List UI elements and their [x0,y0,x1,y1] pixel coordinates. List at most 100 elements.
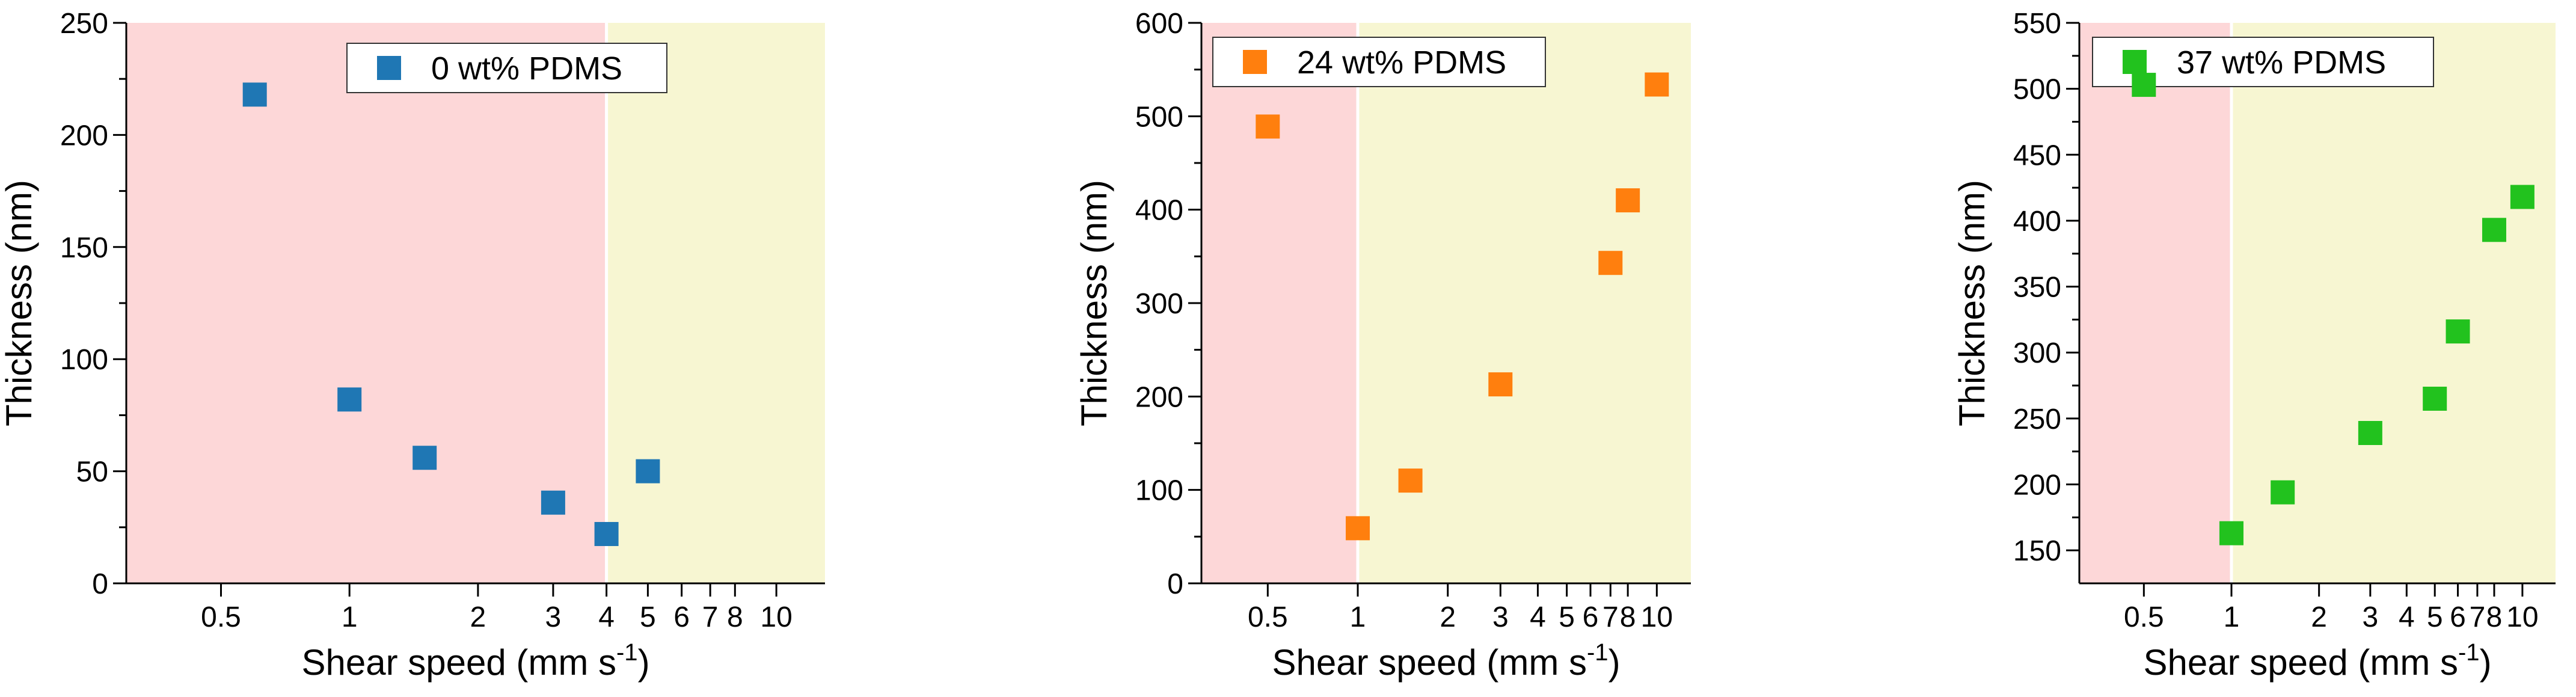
legend-label: 37 wt% PDMS [2177,45,2386,81]
y-tick-label: 550 [2013,8,2061,40]
x-tick-label: 4 [1530,601,1546,633]
x-tick-label: 3 [545,601,562,633]
x-tick-label: 2 [1440,601,1456,633]
x-tick-label: 1 [1350,601,1366,633]
data-point [1256,114,1280,139]
x-tick-label: 5 [2427,601,2443,633]
region-high-speed [606,23,825,583]
x-tick-label: 5 [640,601,656,633]
region-low-speed [1201,23,1358,583]
y-tick-label: 500 [2013,74,2061,106]
data-point [242,82,267,107]
data-point [2423,386,2447,411]
y-tick-label: 150 [2013,535,2061,567]
y-tick-label: 400 [2013,206,2061,238]
y-tick-label: 500 [1135,101,1183,133]
x-axis-title-close: ) [638,642,650,683]
x-tick-label: 2 [470,601,486,633]
x-tick-label: 0.5 [1248,601,1288,633]
data-point [1346,516,1370,541]
x-axis-title-superscript: -1 [1587,639,1608,666]
legend-box [2092,37,2434,87]
data-point [1645,72,1669,97]
x-tick-label: 8 [727,601,743,633]
x-tick-label: 10 [1641,601,1673,633]
data-point [2446,319,2470,344]
data-point [1488,372,1513,397]
x-tick-label: 0.5 [2124,601,2164,633]
x-axis-title-close: ) [1608,642,1621,683]
x-tick-label: 4 [598,601,615,633]
y-tick-label: 250 [60,8,108,40]
data-point [1398,468,1423,493]
region-low-speed [2079,23,2232,583]
x-tick-label: 2 [2311,601,2327,633]
legend-marker [377,56,401,80]
data-point [2219,521,2244,545]
data-point [2358,421,2382,446]
y-tick-label: 250 [2013,404,2061,435]
y-tick-label: 350 [2013,272,2061,304]
x-axis-title-superscript: -1 [616,639,638,666]
data-point [1598,251,1623,275]
data-point [594,521,619,546]
data-point [2510,185,2535,209]
x-tick-label: 7 [702,601,719,633]
y-axis-title: Thickness (nm) [1074,180,1114,426]
x-axis-title: Shear speed (mm s-1) [301,639,649,683]
region-low-speed [126,23,607,583]
x-tick-label: 1 [2224,601,2240,633]
legend-label: 24 wt% PDMS [1297,45,1506,81]
y-tick-label: 200 [2013,470,2061,502]
y-tick-label: 600 [1135,8,1183,40]
x-tick-label: 0.5 [201,601,241,633]
legend-marker [1243,50,1267,74]
x-tick-label: 8 [1620,601,1636,633]
x-tick-label: 6 [1583,601,1599,633]
x-axis-title-close: ) [2480,642,2492,683]
data-point [541,490,565,515]
y-tick-label: 300 [2013,337,2061,369]
x-tick-label: 1 [342,601,358,633]
y-tick-label: 0 [92,568,108,600]
data-point [337,387,362,412]
x-tick-label: 4 [2399,601,2415,633]
y-tick-label: 200 [1135,381,1183,413]
x-tick-label: 10 [760,601,792,633]
x-tick-label: 7 [2470,601,2486,633]
legend-box [1212,37,1546,87]
x-axis-title: Shear speed (mm s-1) [2143,639,2491,683]
y-tick-label: 0 [1167,568,1183,600]
data-point [636,459,660,484]
y-axis-title: Thickness (nm) [1952,180,1992,426]
y-tick-label: 450 [2013,140,2061,171]
y-tick-label: 100 [60,344,108,376]
y-axis-title: Thickness (nm) [0,180,39,426]
y-tick-label: 50 [76,456,108,488]
data-point [2271,480,2295,505]
data-point [412,446,437,470]
legend-label: 0 wt% PDMS [431,51,622,87]
legend: 0 wt% PDMS [346,43,667,93]
legend-marker [2123,50,2147,74]
data-point [1616,188,1640,213]
data-point [2132,73,2156,97]
region-high-speed [1358,23,1691,583]
x-tick-label: 6 [2450,601,2466,633]
x-tick-label: 3 [2363,601,2379,633]
x-axis-title: Shear speed (mm s-1) [1272,639,1620,683]
legend: 24 wt% PDMS [1212,37,1546,87]
chart-panel-3: 150 200 250 300 350 400 450 500 550 0.5 1 2 3 4 5 6 7 8 10… [1952,8,2556,683]
legend: 37 wt% PDMS [2092,37,2434,87]
data-point [2482,218,2506,242]
x-tick-label: 5 [1559,601,1575,633]
y-tick-label: 200 [60,120,108,152]
x-tick-label: 3 [1492,601,1509,633]
y-tick-label: 150 [60,232,108,264]
chart-panel-1: 0 50 100 150 200 250 0.5 1 2 3 4 5 6 7 8 10 Shear speed … [0,8,825,683]
x-tick-label: 6 [673,601,690,633]
y-tick-label: 400 [1135,195,1183,227]
chart-panel-2: 0 100 200 300 400 500 600 0.5 1 2 3 4 5 6 7 8 10 Shear sp… [1074,8,1691,683]
